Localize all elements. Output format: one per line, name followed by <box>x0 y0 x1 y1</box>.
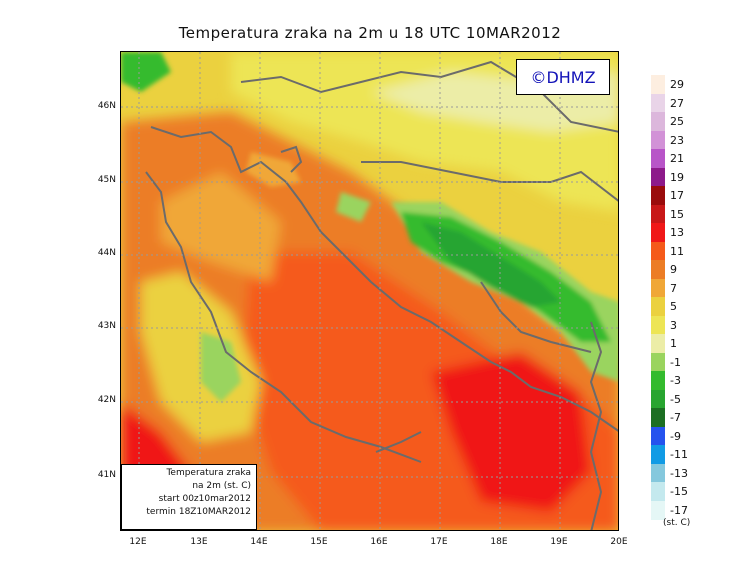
lat-label-42n: 42N <box>97 395 116 405</box>
lon-label-17e: 17E <box>430 537 448 547</box>
legend-swatch <box>651 482 665 501</box>
legend-swatch <box>651 241 665 261</box>
lon-label-14e: 14E <box>250 537 268 547</box>
legend-swatch <box>651 352 665 372</box>
legend-swatch <box>651 463 665 483</box>
legend-swatch <box>651 334 665 353</box>
legend-swatch <box>651 186 665 205</box>
legend-label: -13 <box>670 466 688 480</box>
legend-label: 11 <box>670 244 684 258</box>
dhmz-logo: ©DHMZ <box>516 59 610 95</box>
info-line-3: start 00z10mar2012 <box>158 494 251 504</box>
lat-label-46n: 46N <box>97 101 116 111</box>
lon-label-15e: 15E <box>310 537 328 547</box>
legend-swatch <box>651 93 665 113</box>
info-box: Temperatura zraka na 2m (st. C) start 00… <box>121 464 257 530</box>
lon-label-16e: 16E <box>370 537 388 547</box>
legend-label: 3 <box>670 318 677 332</box>
legend-label: -3 <box>670 374 681 388</box>
info-line-4: termin 18Z10MAR2012 <box>146 507 251 517</box>
legend-label: 5 <box>670 300 677 314</box>
legend-swatch <box>651 204 665 224</box>
lon-label-13e: 13E <box>190 537 208 547</box>
legend-label: -15 <box>670 485 688 499</box>
legend-swatch <box>651 112 665 131</box>
temperature-field <box>121 52 618 530</box>
legend-swatch <box>651 426 665 446</box>
legend-swatch <box>651 75 665 94</box>
legend-label: 9 <box>670 263 677 277</box>
legend-swatch <box>651 130 665 150</box>
legend-label: 17 <box>670 189 684 203</box>
legend-label: 1 <box>670 337 677 351</box>
legend-label: 7 <box>670 281 677 295</box>
legend-swatch <box>651 260 665 279</box>
legend-swatch <box>651 371 665 390</box>
legend-label: -9 <box>670 429 681 443</box>
legend-label: -1 <box>670 355 681 369</box>
legend-label: 23 <box>670 133 684 147</box>
legend-swatch <box>651 389 665 409</box>
lat-label-43n: 43N <box>97 321 116 331</box>
lon-label-19e: 19E <box>550 537 568 547</box>
legend-label: 15 <box>670 207 684 221</box>
lon-label-18e: 18E <box>490 537 508 547</box>
info-line-1: Temperatura zraka <box>166 468 251 478</box>
legend-swatch <box>651 408 665 427</box>
legend-label: -7 <box>670 411 681 425</box>
map-title: Temperatura zraka na 2m u 18 UTC 10MAR20… <box>178 24 562 42</box>
legend-swatch <box>651 445 665 464</box>
legend-label: -17 <box>670 503 688 517</box>
legend-label: 29 <box>670 78 684 92</box>
legend-label: 19 <box>670 170 684 184</box>
legend-label: 25 <box>670 115 684 129</box>
lat-label-45n: 45N <box>97 175 116 185</box>
legend-swatch <box>651 149 665 168</box>
lon-label-20e: 20E <box>610 537 628 547</box>
legend-label: -5 <box>670 392 681 406</box>
legend-swatch <box>651 315 665 335</box>
legend-label: -11 <box>670 448 688 462</box>
lon-label-12e: 12E <box>129 537 147 547</box>
legend-unit: (st. C) <box>663 518 691 528</box>
legend-label: 27 <box>670 96 684 110</box>
temperature-map: ©DHMZ Temperatura zraka na 2m (st. C) st… <box>120 51 619 531</box>
legend-swatch <box>651 223 665 242</box>
legend-swatch <box>651 167 665 187</box>
lat-label-41n: 41N <box>97 470 116 480</box>
lat-label-44n: 44N <box>97 248 116 258</box>
legend-swatch <box>651 278 665 298</box>
legend-swatch <box>651 297 665 316</box>
legend-swatch <box>651 500 665 520</box>
legend-label: 21 <box>670 152 684 166</box>
legend-label: 13 <box>670 226 684 240</box>
info-line-2: na 2m (st. C) <box>192 481 251 491</box>
